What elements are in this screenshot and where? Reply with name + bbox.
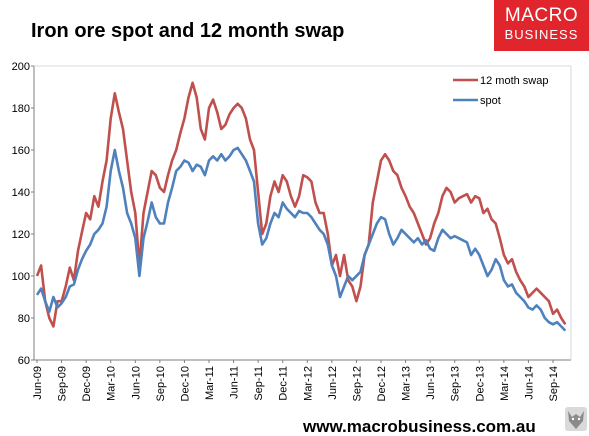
- x-tick-label: Mar-14: [499, 366, 511, 401]
- y-tick-label: 160: [12, 145, 30, 157]
- x-tick-label: Jun-10: [130, 366, 142, 400]
- x-tick-label: Mar-11: [204, 366, 216, 400]
- x-tick-label: Mar-12: [302, 366, 314, 401]
- footer-url[interactable]: www.macrobusiness.com.au: [303, 417, 536, 436]
- x-tick-label: Mar-10: [106, 366, 118, 401]
- x-tick-label: Jun-11: [229, 366, 241, 399]
- wolf-logo-icon: [565, 407, 587, 431]
- y-tick-label: 200: [12, 61, 30, 73]
- x-tick-label: Sep-13: [450, 366, 462, 401]
- y-tick-label: 120: [12, 229, 30, 241]
- y-tick-label: 80: [18, 313, 30, 325]
- x-tick-label: Dec-11: [278, 366, 290, 401]
- macrobusiness-logo: MACRO BUSINESS: [494, 0, 589, 51]
- x-tick-label: Dec-12: [376, 366, 388, 401]
- logo-line-2: BUSINESS: [504, 27, 579, 42]
- y-tick-label: 60: [18, 355, 30, 367]
- y-tick-label: 180: [12, 103, 30, 115]
- x-tick-label: Sep-10: [155, 366, 167, 401]
- legend: 12 moth swap spot: [453, 75, 548, 107]
- x-tick-label: Sep-12: [351, 366, 363, 401]
- wolf-icon: [568, 411, 584, 429]
- legend-label: 12 moth swap: [480, 75, 548, 87]
- x-tick-label: Sep-11: [253, 366, 265, 401]
- x-tick-labels: Jun-09 Sep-09 Dec-09 Mar-10 Jun-10 Sep-10 Dec-…: [32, 360, 560, 401]
- series-line-spot: [35, 146, 567, 332]
- plot-area: [33, 65, 572, 361]
- x-tick-label: Sep-14: [548, 366, 560, 401]
- x-tick-label: Jun-14: [523, 366, 535, 400]
- legend-label: spot: [480, 95, 501, 107]
- x-tick-label: Dec-10: [179, 366, 191, 401]
- logo-line-1: MACRO: [504, 5, 579, 26]
- series-lines: [35, 81, 567, 332]
- page-title: Iron ore spot and 12 month swap: [31, 20, 345, 42]
- y-tick-label: 100: [12, 271, 30, 283]
- x-tick-label: Sep-09: [57, 366, 69, 401]
- x-tick-label: Dec-09: [81, 366, 93, 401]
- x-tick-label: Mar-13: [401, 366, 413, 401]
- y-tick-label: 140: [12, 187, 30, 199]
- x-tick-label: Jun-09: [32, 366, 44, 400]
- x-tick-label: Dec-13: [474, 366, 486, 401]
- x-tick-label: Jun-13: [425, 366, 437, 400]
- y-tick-labels: 60 80 100 120 140 160 180 200: [12, 61, 34, 367]
- x-tick-label: Jun-12: [327, 366, 339, 400]
- series-line-12-moth-swap: [35, 81, 567, 328]
